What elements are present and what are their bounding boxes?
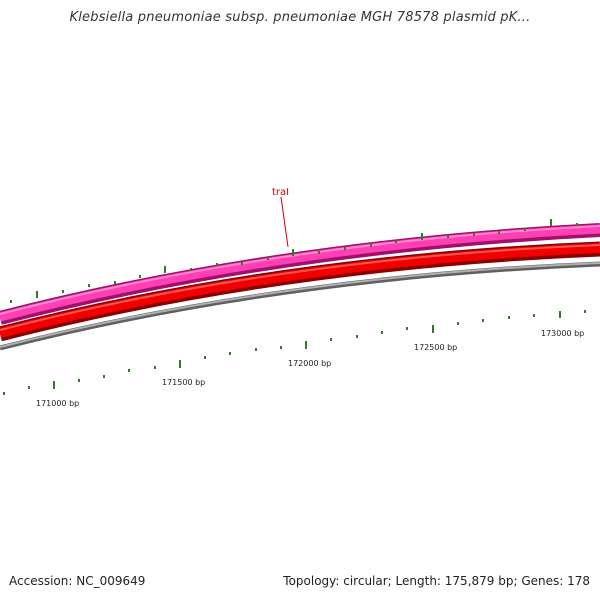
gene-label-trai[interactable]: traI (272, 187, 289, 198)
position-label-171000: 171000 bp (36, 399, 79, 408)
accession-text: Accession: NC_009649 (9, 574, 146, 588)
position-label-172000: 172000 bp (288, 359, 331, 368)
map-title: Klebsiella pneumoniae subsp. pneumoniae … (69, 10, 531, 25)
cds-track-highlight (0, 243, 600, 338)
inner-tick-marks (3, 310, 586, 395)
position-label-172500: 172500 bp (414, 343, 457, 352)
gene-callout-line (280, 196, 289, 248)
outer-tick-marks (10, 219, 578, 303)
position-label-171500: 171500 bp (162, 378, 205, 387)
feature-track-outer-highlight (0, 224, 600, 322)
backbone-track (0, 261, 600, 351)
topology-summary: Topology: circular; Length: 175,879 bp; … (283, 574, 590, 588)
position-label-173000: 173000 bp (541, 329, 584, 338)
